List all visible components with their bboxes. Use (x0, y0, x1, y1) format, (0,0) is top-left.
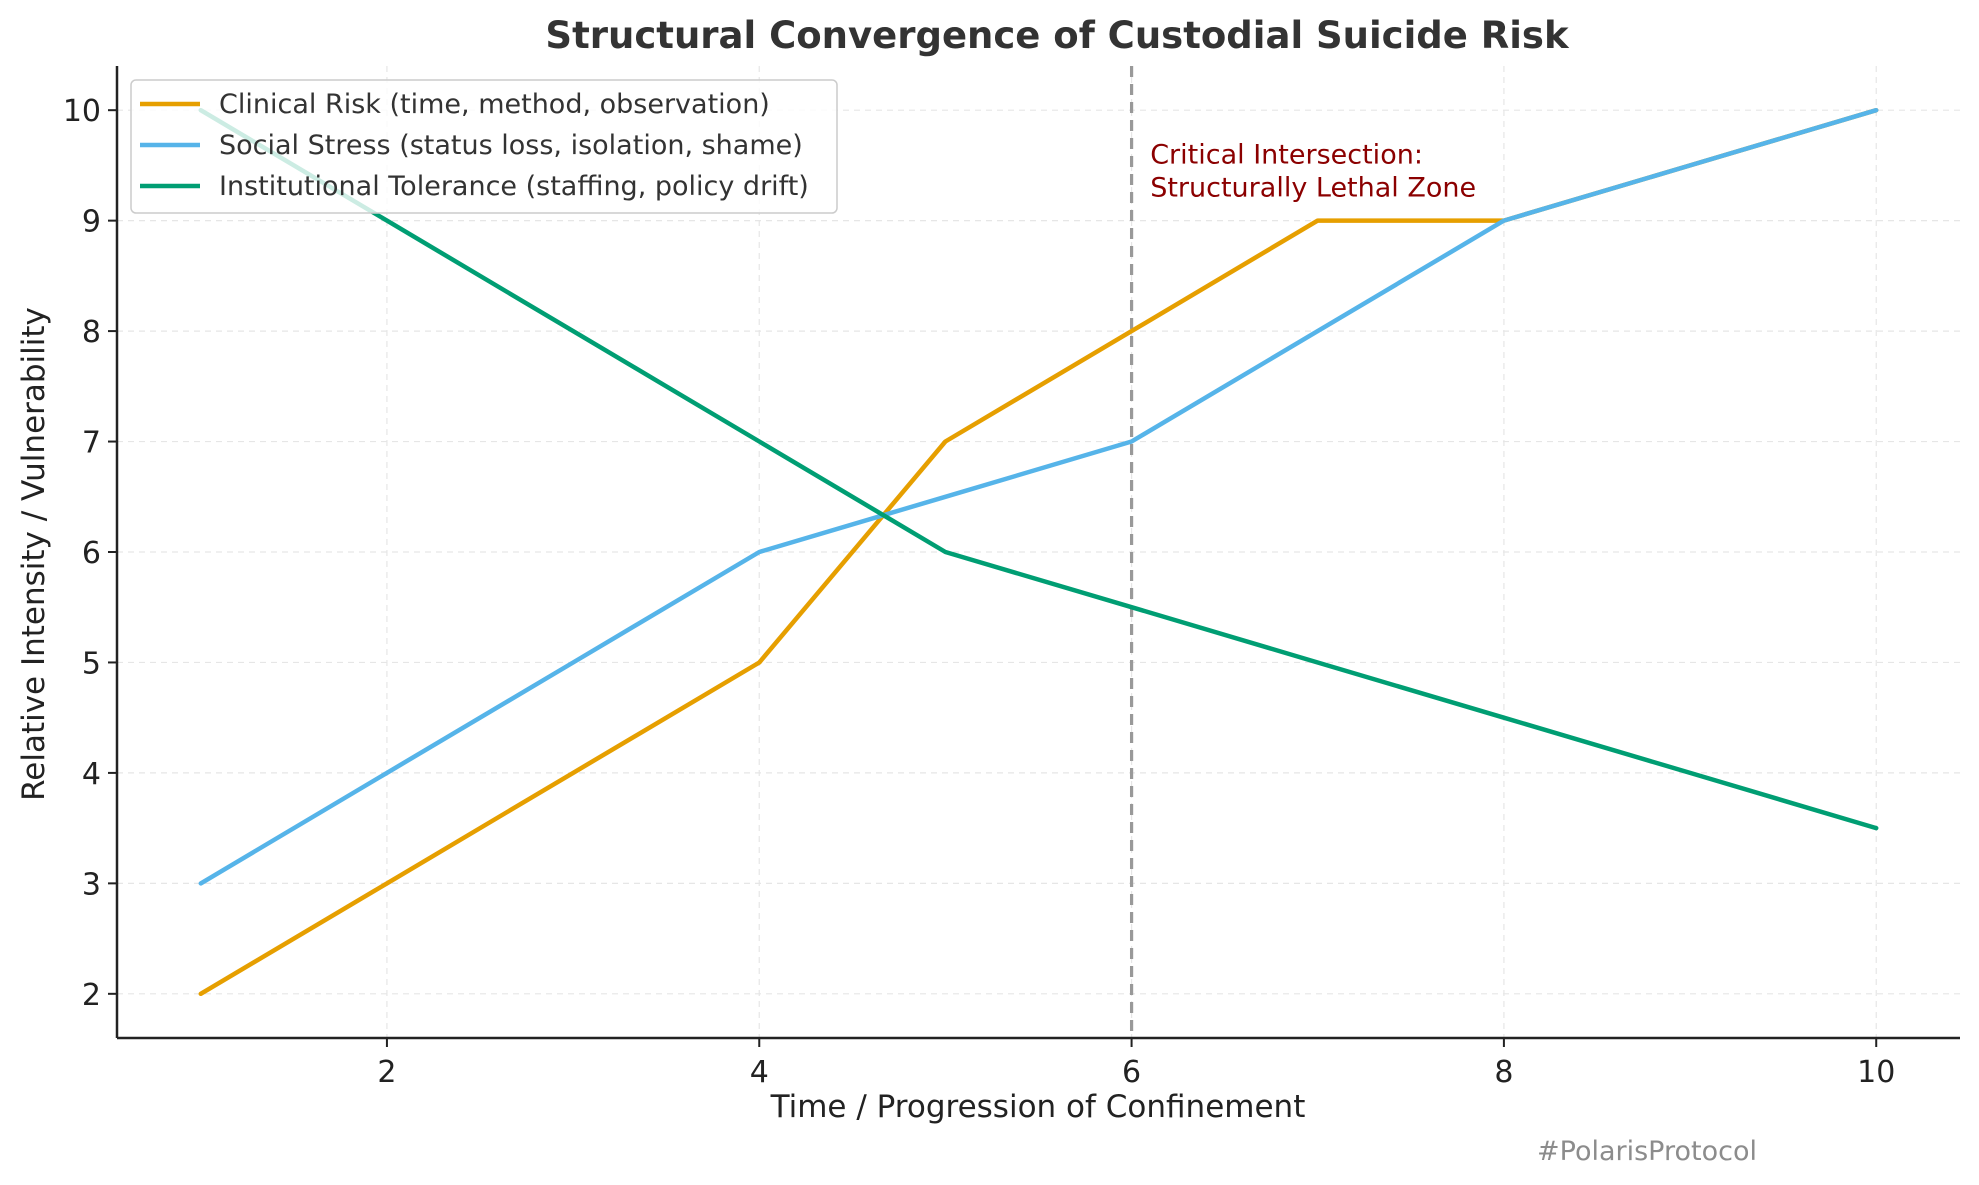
x-tick-label-4: 10 (1857, 1055, 1895, 1090)
y-tick-label-2: 4 (82, 757, 101, 792)
x-tick-label-1: 4 (750, 1055, 769, 1090)
y-tick-label-4: 6 (82, 536, 101, 571)
legend-frame (130, 79, 838, 214)
y-tick-label-8: 10 (63, 94, 101, 129)
watermark: #PolarisProtocol (1537, 1136, 1757, 1167)
legend-label-2: Institutional Tolerance (staffing, polic… (219, 171, 809, 202)
legend-label-0: Clinical Risk (time, method, observation… (219, 89, 770, 120)
x-axis-label: Time / Progression of Confinement (770, 1089, 1306, 1125)
series-lines (198, 107, 1879, 997)
x-tick-label-0: 2 (377, 1055, 396, 1090)
legend-label-1: Social Stress (status loss, isolation, s… (219, 130, 803, 161)
legend: Clinical Risk (time, method, observation… (130, 79, 838, 214)
x-ticks: 2 4 6 8 10 (377, 1038, 1895, 1090)
y-tick-label-6: 8 (82, 315, 101, 350)
x-tick-label-2: 6 (1122, 1055, 1141, 1090)
annotation-line-2: Structurally Lethal Zone (1150, 172, 1476, 203)
y-tick-label-0: 2 (82, 978, 101, 1013)
y-tick-label-5: 7 (82, 426, 101, 461)
series-line-1 (198, 107, 1879, 886)
series-line-2 (198, 107, 1879, 831)
chart-title: Structural Convergence of Custodial Suic… (545, 14, 1570, 57)
x-tick-label-3: 8 (1494, 1055, 1513, 1090)
y-ticks: 2 3 4 5 6 7 8 9 10 (63, 94, 117, 1013)
y-tick-label-1: 3 (82, 867, 101, 902)
y-tick-label-3: 5 (82, 646, 101, 681)
y-axis-label: Relative Intensity / Vulnerability (16, 307, 52, 801)
y-tick-label-7: 9 (82, 205, 101, 240)
annotation-line-1: Critical Intersection: (1150, 139, 1423, 170)
